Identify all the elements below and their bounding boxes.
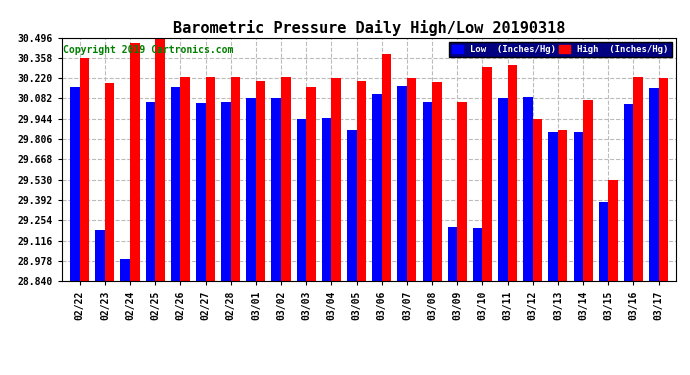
Bar [180, 77, 190, 281]
Bar [533, 119, 542, 281]
Bar [297, 119, 306, 281]
Bar [246, 98, 256, 281]
Bar [322, 118, 331, 281]
Bar [473, 228, 482, 281]
Bar [549, 132, 558, 281]
Bar [482, 67, 492, 281]
Bar [624, 104, 633, 281]
Bar [498, 98, 508, 281]
Bar [432, 82, 442, 281]
Bar [306, 87, 316, 281]
Bar [357, 81, 366, 281]
Bar [448, 227, 457, 281]
Bar [609, 180, 618, 281]
Bar [658, 78, 668, 281]
Bar [347, 130, 357, 281]
Bar [105, 82, 115, 281]
Bar [331, 78, 341, 281]
Bar [271, 98, 281, 281]
Bar [155, 38, 165, 281]
Bar [372, 94, 382, 281]
Bar [382, 54, 391, 281]
Bar [281, 77, 290, 281]
Bar [206, 77, 215, 281]
Bar [230, 77, 240, 281]
Bar [633, 76, 643, 281]
Bar [95, 230, 105, 281]
Bar [422, 102, 432, 281]
Bar [508, 65, 517, 281]
Bar [146, 102, 155, 281]
Bar [558, 130, 567, 281]
Bar [171, 87, 180, 281]
Bar [397, 86, 407, 281]
Bar [407, 78, 417, 281]
Bar [80, 58, 89, 281]
Bar [221, 102, 230, 281]
Text: Copyright 2019 Cartronics.com: Copyright 2019 Cartronics.com [63, 45, 234, 55]
Bar [130, 43, 139, 281]
Title: Barometric Pressure Daily High/Low 20190318: Barometric Pressure Daily High/Low 20190… [173, 20, 565, 36]
Bar [583, 100, 593, 281]
Bar [256, 81, 266, 281]
Bar [649, 88, 658, 281]
Bar [196, 103, 206, 281]
Bar [121, 259, 130, 281]
Bar [457, 102, 467, 281]
Bar [70, 87, 80, 281]
Legend: Low  (Inches/Hg), High  (Inches/Hg): Low (Inches/Hg), High (Inches/Hg) [449, 42, 671, 57]
Bar [573, 132, 583, 281]
Bar [599, 202, 609, 281]
Bar [523, 97, 533, 281]
